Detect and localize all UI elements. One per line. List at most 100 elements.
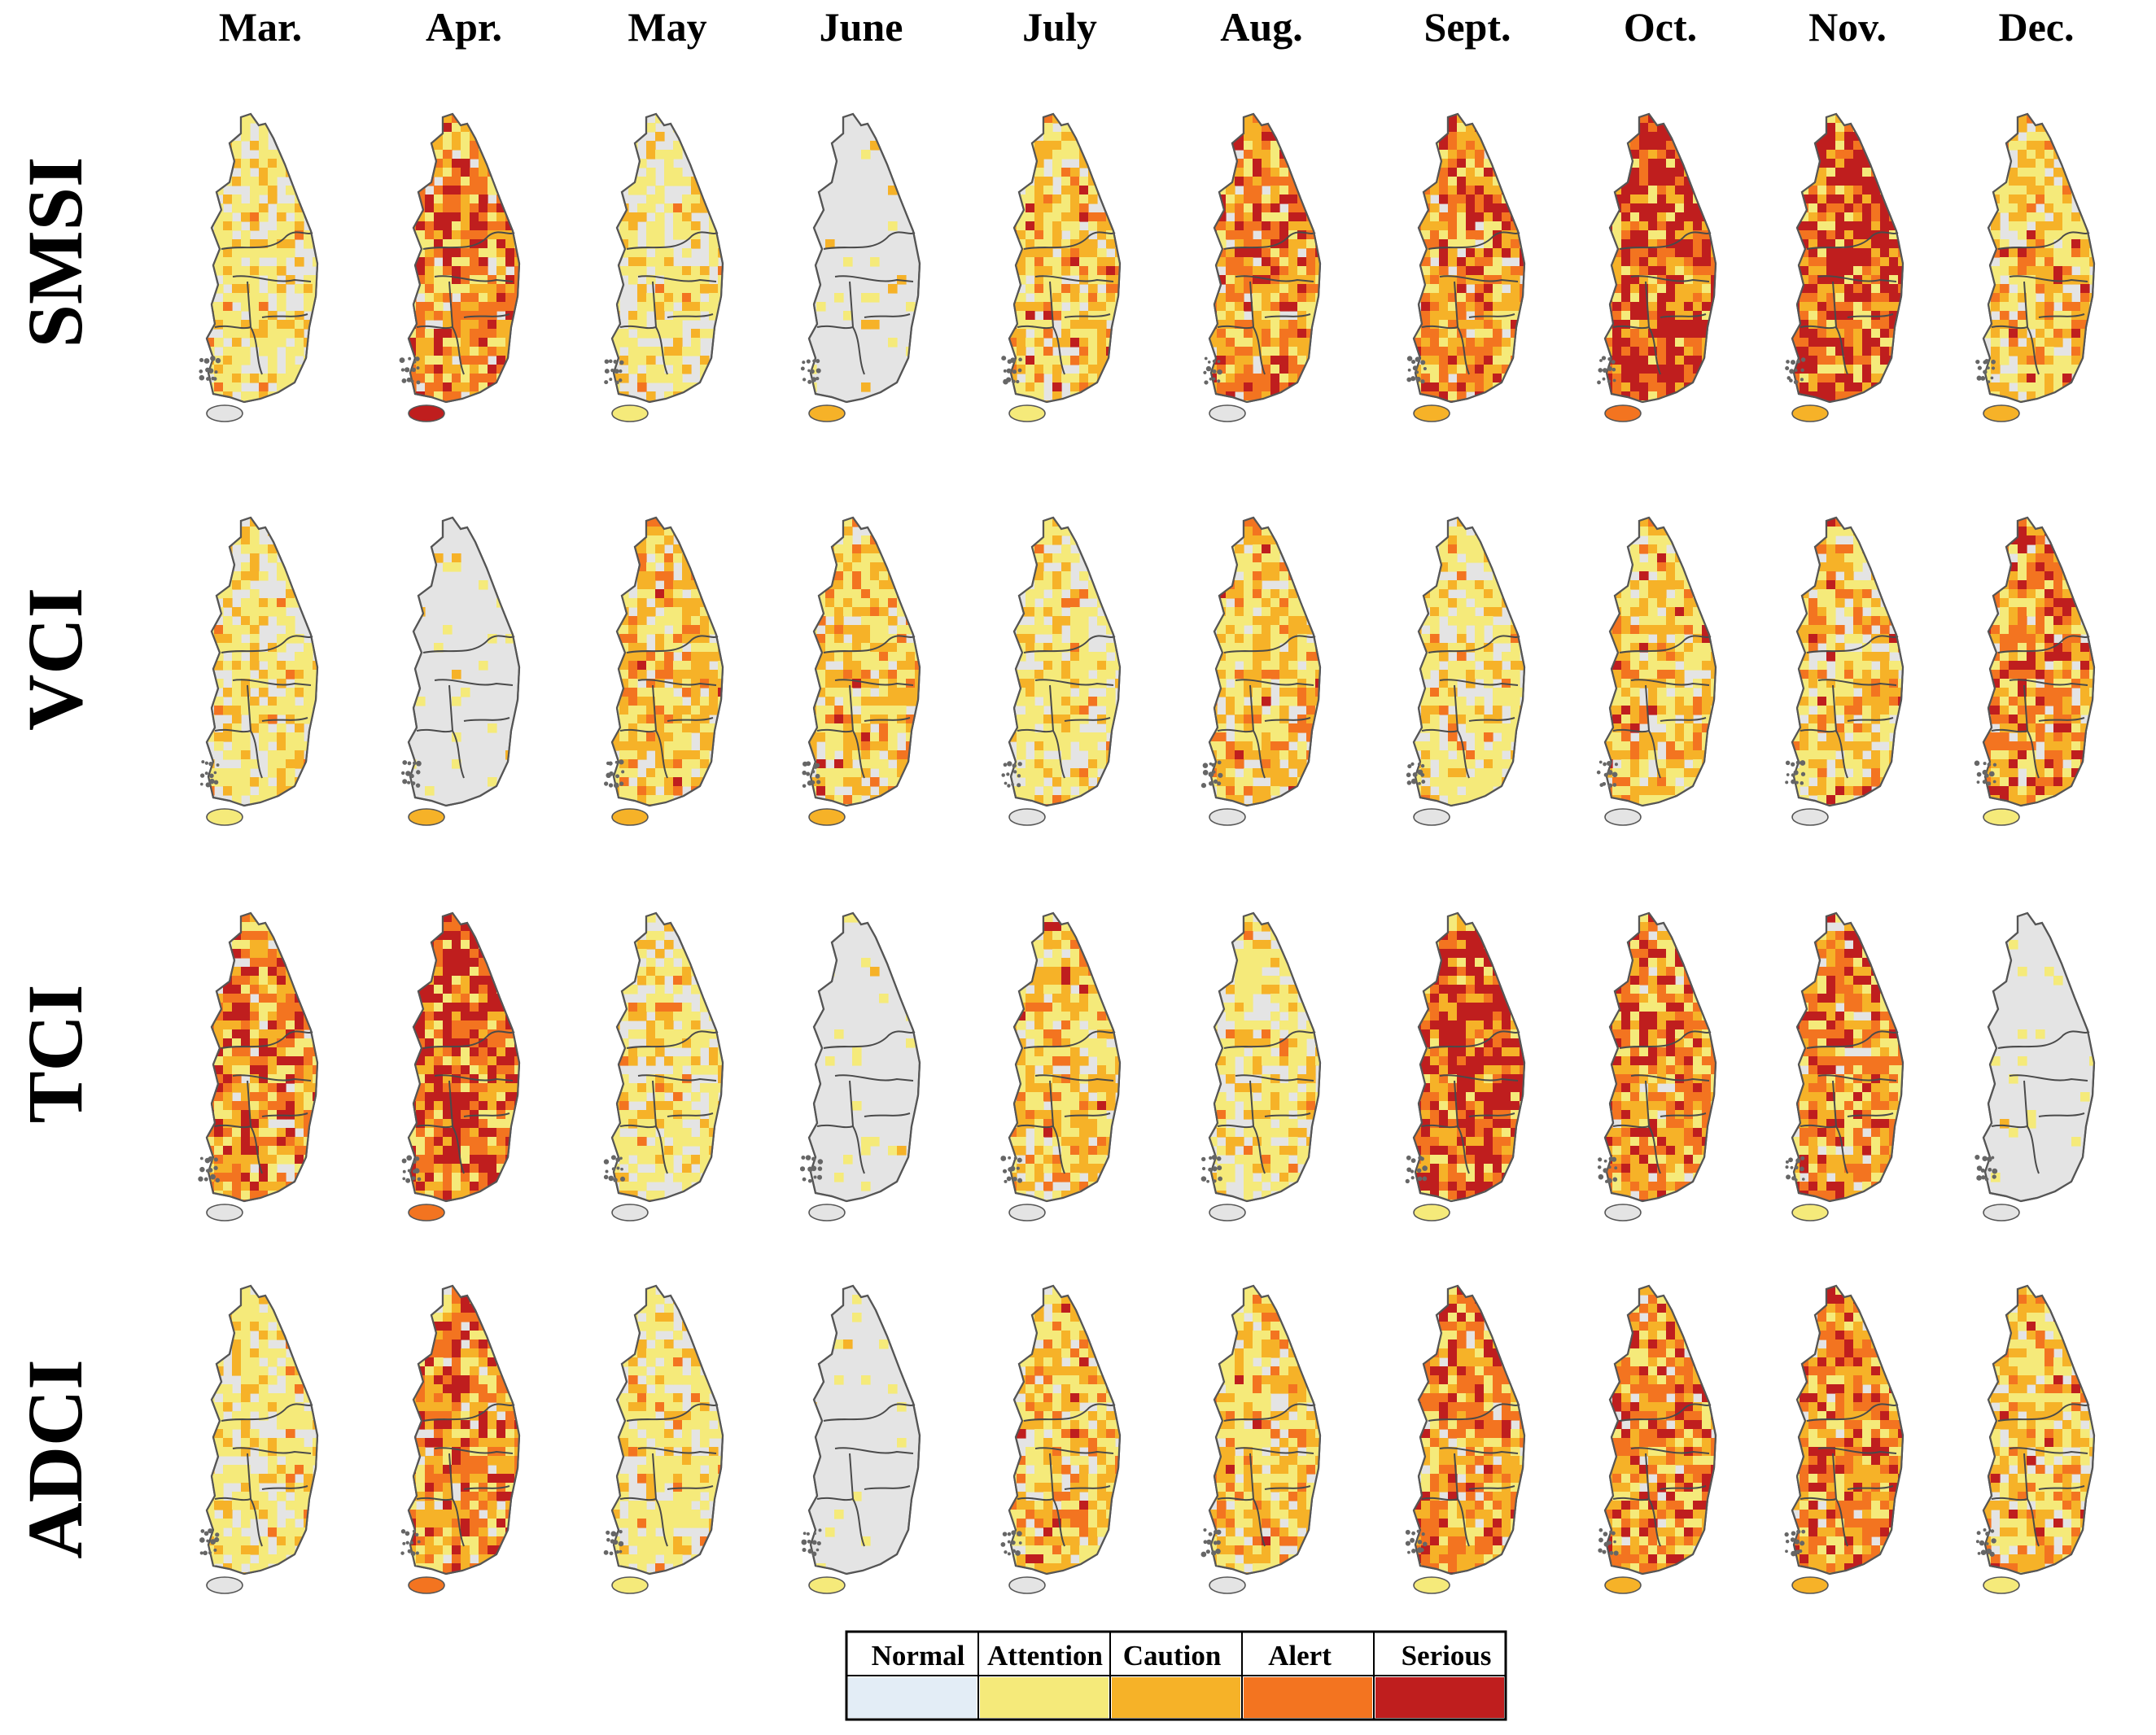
severity-cell xyxy=(1844,293,1854,303)
severity-cell xyxy=(1457,123,1467,133)
severity-cell xyxy=(1991,382,2001,392)
severity-cell xyxy=(259,150,269,160)
island-dot xyxy=(807,369,811,373)
severity-cell xyxy=(1511,365,1520,374)
severity-cell xyxy=(691,400,701,402)
severity-cell xyxy=(1808,114,1818,124)
severity-cell xyxy=(2000,311,2009,321)
severity-cell xyxy=(505,248,515,258)
severity-cell xyxy=(1297,302,1307,312)
severity-cell xyxy=(619,527,629,536)
map-vci-july xyxy=(1001,516,1122,826)
severity-cell xyxy=(888,723,898,733)
severity-cell xyxy=(1648,239,1658,249)
severity-cell xyxy=(1448,123,1458,133)
severity-cell xyxy=(470,230,479,240)
severity-cell xyxy=(2036,266,2045,276)
severity-cell xyxy=(2009,391,2018,401)
severity-cell xyxy=(897,804,907,806)
severity-cell xyxy=(1217,221,1227,231)
severity-cell xyxy=(1648,132,1658,142)
severity-cell xyxy=(1475,338,1485,347)
severity-cell xyxy=(443,141,453,151)
severity-cell xyxy=(718,723,723,733)
severity-cell xyxy=(1844,320,1854,330)
severity-cell xyxy=(915,598,920,608)
severity-cell xyxy=(1448,329,1458,339)
severity-cell xyxy=(1693,302,1703,312)
island-dot xyxy=(413,761,417,766)
severity-cell xyxy=(1817,239,1827,249)
severity-cell xyxy=(207,132,215,142)
severity-cell xyxy=(295,580,304,590)
severity-cell xyxy=(1880,212,1890,222)
severity-cell xyxy=(646,293,656,303)
severity-cell xyxy=(241,580,251,590)
mainland-shape xyxy=(407,516,521,807)
island-dot xyxy=(619,369,623,374)
severity-cell xyxy=(1430,275,1440,285)
severity-cell xyxy=(906,715,916,724)
severity-cell xyxy=(637,320,647,330)
severity-cell xyxy=(304,275,313,285)
severity-cell xyxy=(843,741,853,751)
severity-cell xyxy=(313,777,317,787)
severity-cell xyxy=(1605,338,1613,347)
severity-cell xyxy=(2018,168,2027,177)
severity-cell xyxy=(304,284,313,294)
severity-cell xyxy=(1070,257,1080,267)
severity-cell xyxy=(691,598,701,608)
severity-cell xyxy=(1009,688,1017,697)
severity-cell xyxy=(637,688,647,697)
severity-cell xyxy=(1226,284,1235,294)
severity-cell xyxy=(1693,239,1703,249)
severity-cell xyxy=(214,732,224,742)
severity-cell xyxy=(1079,400,1089,402)
severity-cell xyxy=(1666,150,1676,160)
severity-cell xyxy=(1097,347,1107,356)
severity-cell xyxy=(664,616,674,626)
island-dot xyxy=(201,760,205,764)
severity-cell xyxy=(1871,212,1881,222)
severity-cell xyxy=(1991,329,2001,339)
severity-cell xyxy=(1070,141,1080,151)
severity-cell xyxy=(1621,132,1631,142)
severity-cell xyxy=(470,329,479,339)
severity-cell xyxy=(1648,230,1658,240)
severity-cell xyxy=(1648,320,1658,330)
severity-cell xyxy=(1026,230,1035,240)
severity-cell xyxy=(1693,212,1703,222)
severity-cell xyxy=(1702,132,1712,142)
severity-cell xyxy=(286,625,295,635)
severity-cell xyxy=(1061,679,1071,688)
severity-cell xyxy=(1288,230,1298,240)
severity-cell xyxy=(1217,356,1227,365)
severity-cell xyxy=(619,338,629,347)
severity-cell xyxy=(1061,329,1071,339)
island-dot xyxy=(1976,375,1982,381)
severity-cell xyxy=(1097,553,1107,563)
severity-cell xyxy=(1853,266,1863,276)
island-dot xyxy=(1212,359,1217,364)
severity-cell xyxy=(843,643,853,653)
severity-cell xyxy=(682,203,692,213)
severity-cell xyxy=(268,661,278,671)
severity-cell xyxy=(816,616,826,626)
severity-cell xyxy=(1502,230,1511,240)
severity-cell xyxy=(434,230,444,240)
island-dot xyxy=(1410,376,1416,382)
severity-cell xyxy=(1034,159,1044,168)
severity-cell xyxy=(1209,212,1218,222)
severity-cell xyxy=(1853,382,1863,392)
jeju-island xyxy=(408,404,445,422)
severity-cell xyxy=(1711,123,1716,133)
severity-cell xyxy=(1457,311,1467,321)
severity-cell xyxy=(655,284,665,294)
severity-cell xyxy=(1244,302,1253,312)
severity-cell xyxy=(2027,203,2036,213)
severity-cell xyxy=(1880,266,1890,276)
island-dot xyxy=(409,773,414,779)
severity-cell xyxy=(700,159,710,168)
severity-cell xyxy=(1648,141,1658,151)
severity-cell xyxy=(1115,257,1120,267)
